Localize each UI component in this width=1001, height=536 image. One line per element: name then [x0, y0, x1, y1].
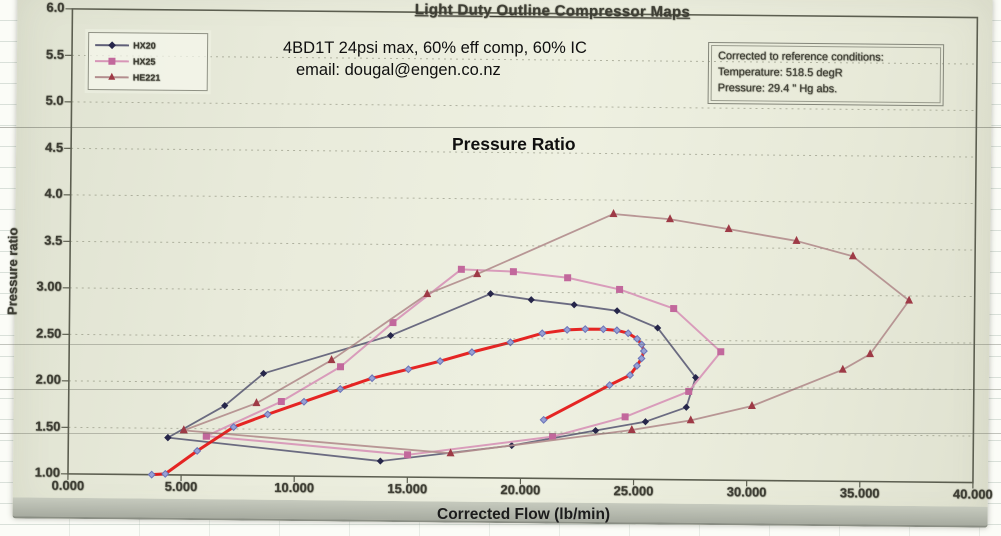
- annotation-email-text: email: dougal@engen.co.nz: [296, 61, 501, 80]
- x-tick-label: 10.000: [262, 480, 326, 496]
- legend-item-hx20: HX20: [95, 37, 201, 54]
- legend-label: HX25: [133, 56, 156, 66]
- legend-label: HE221: [133, 72, 161, 82]
- pressure-ratio-overlay-label: Pressure Ratio: [452, 134, 576, 155]
- y-tick-label: 4.5: [21, 139, 63, 154]
- y-tick-label: 5.0: [21, 92, 63, 107]
- y-tick-label: 2.50: [19, 325, 61, 340]
- legend-swatch-square-icon: [95, 55, 129, 67]
- legend-swatch-diamond-icon: [95, 39, 129, 51]
- y-tick-label: 3.5: [20, 232, 62, 247]
- x-tick-label: 30.000: [715, 484, 779, 500]
- x-axis-label: Corrected Flow (lb/min): [437, 506, 610, 524]
- legend-item-he221: HE221: [95, 69, 201, 86]
- x-tick-label: 35.000: [828, 485, 892, 501]
- reference-conditions-box: Corrected to reference conditions: Tempe…: [708, 42, 945, 106]
- x-tick-label: 5.000: [149, 479, 213, 495]
- sheet-gridline: [0, 127, 1001, 128]
- sheet-gridline: [0, 433, 1001, 434]
- x-tick-label: 15.000: [375, 481, 439, 497]
- legend-item-hx25: HX25: [95, 53, 201, 70]
- y-tick-label: 5.5: [22, 46, 64, 61]
- ref-line-3: Pressure: 29.4 " Hg abs.: [718, 81, 934, 99]
- x-tick-label: 25.000: [601, 483, 665, 499]
- y-tick-label: 3.00: [20, 278, 62, 293]
- ref-line-2: Temperature: 518.5 degR: [718, 65, 934, 83]
- y-tick-label: 6.0: [22, 0, 64, 15]
- y-tick-label: 1.00: [18, 464, 60, 479]
- y-axis-label: Pressure ratio: [4, 211, 21, 331]
- y-tick-label: 4.0: [21, 185, 63, 200]
- x-tick-label: 0.000: [36, 478, 100, 494]
- y-tick-label: 2.00: [19, 371, 61, 386]
- legend-label: HX20: [133, 40, 156, 50]
- legend-swatch-triangle-icon: [95, 71, 129, 83]
- sheet-gridline: [0, 389, 1001, 390]
- sheet-gridline: [0, 344, 1001, 345]
- legend: HX20 HX25 HE221: [88, 32, 209, 91]
- y-tick-label: 1.50: [18, 418, 60, 433]
- x-tick-label: 20.000: [488, 482, 552, 498]
- annotation-spec-text: 4BD1T 24psi max, 60% eff comp, 60% IC: [283, 39, 587, 58]
- x-tick-label: 40.000: [941, 486, 1001, 502]
